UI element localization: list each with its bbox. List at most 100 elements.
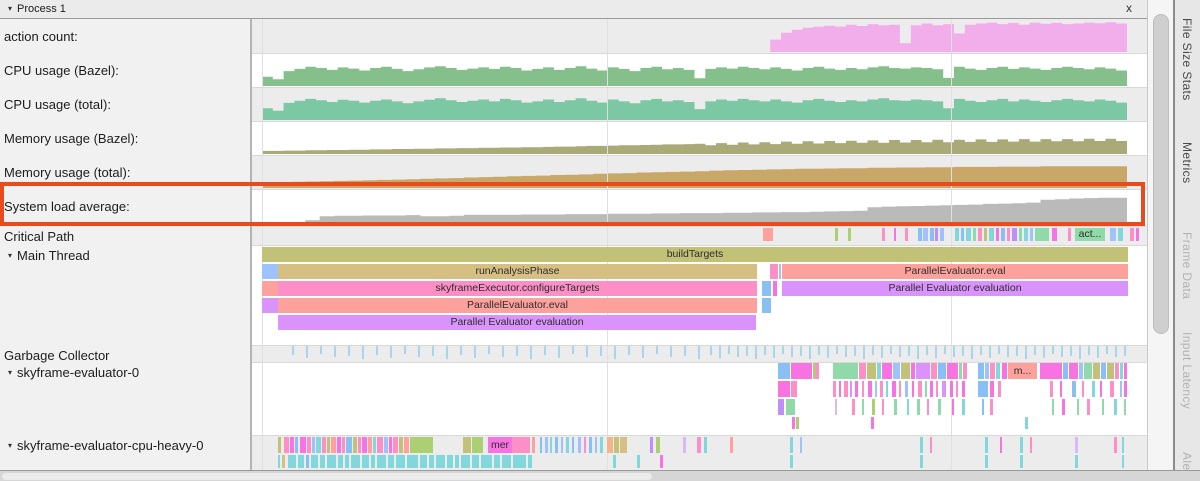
trace-slice[interactable]	[1052, 399, 1054, 415]
trace-slice[interactable]	[331, 437, 336, 453]
trace-slice[interactable]	[816, 363, 819, 379]
close-icon[interactable]: x	[1126, 1, 1132, 15]
trace-slice[interactable]	[566, 437, 569, 453]
trace-slice[interactable]	[1087, 399, 1090, 415]
trace-slice[interactable]	[447, 455, 453, 468]
trace-slice[interactable]	[978, 363, 984, 379]
trace-slice[interactable]	[429, 455, 434, 468]
gc-event-tick[interactable]	[827, 346, 829, 358]
trace-slice[interactable]	[730, 437, 733, 453]
gc-event-tick[interactable]	[881, 346, 883, 358]
gc-event-tick[interactable]	[628, 346, 630, 355]
trace-slice[interactable]	[835, 228, 838, 241]
trace-slice[interactable]	[358, 437, 361, 453]
trace-slice[interactable]	[377, 455, 386, 468]
gc-event-tick[interactable]	[586, 346, 588, 357]
trace-slice-labeled[interactable]: skyframeExecutor.configureTargets	[278, 281, 757, 296]
trace-slice[interactable]	[791, 363, 812, 379]
gc-event-tick[interactable]	[1097, 346, 1099, 358]
trace-slice[interactable]	[792, 417, 795, 429]
gc-event-tick[interactable]	[971, 346, 973, 359]
trace-slice[interactable]	[855, 381, 858, 397]
gc-event-tick[interactable]	[962, 346, 964, 356]
counter-chart-cpu-usage-bazel[interactable]	[262, 53, 1127, 86]
trace-slice-labeled[interactable]: buildTargets	[262, 247, 1128, 262]
trace-slice[interactable]	[791, 381, 797, 397]
timeline-area[interactable]: act... buildTargets runAnalysisPhase Parall…	[252, 0, 1147, 470]
trace-slice[interactable]	[389, 437, 392, 453]
trace-slice[interactable]	[1030, 437, 1032, 453]
trace-slice[interactable]	[1120, 363, 1123, 379]
counter-chart-cpu-usage-total[interactable]	[262, 87, 1127, 120]
trace-slice[interactable]	[990, 363, 995, 379]
gc-event-tick[interactable]	[306, 346, 308, 358]
trace-slice[interactable]	[1100, 381, 1102, 397]
trace-slice[interactable]	[930, 381, 933, 397]
trace-slice[interactable]	[778, 381, 790, 397]
trace-slice[interactable]	[786, 399, 795, 415]
trace-slice[interactable]	[920, 437, 923, 453]
gc-event-tick[interactable]	[348, 346, 350, 356]
trace-slice[interactable]	[656, 437, 660, 453]
gc-event-tick[interactable]	[899, 346, 901, 357]
trace-slice[interactable]	[311, 455, 318, 468]
trace-slice[interactable]	[436, 455, 445, 468]
trace-slice[interactable]	[959, 363, 962, 379]
trace-slice[interactable]	[833, 363, 858, 379]
trace-slice[interactable]	[407, 455, 418, 468]
trace-slice[interactable]	[989, 228, 994, 241]
trace-slice[interactable]	[1130, 228, 1134, 241]
trace-slice[interactable]	[1115, 363, 1119, 379]
trace-slice[interactable]	[1077, 399, 1079, 415]
gc-event-tick[interactable]	[710, 346, 712, 355]
trace-slice[interactable]	[1075, 455, 1078, 468]
trace-slice[interactable]	[472, 437, 483, 453]
vertical-scrollbar-thumb[interactable]	[1153, 14, 1169, 334]
trace-slice[interactable]	[905, 228, 908, 241]
trace-slice[interactable]	[916, 363, 930, 379]
trace-slice[interactable]	[905, 381, 908, 397]
trace-slice[interactable]	[966, 228, 971, 241]
trace-slice[interactable]	[1122, 455, 1124, 468]
trace-slice[interactable]	[882, 363, 892, 379]
trace-slice[interactable]	[368, 437, 372, 453]
trace-slice[interactable]	[1082, 381, 1084, 397]
gc-event-tick[interactable]	[404, 346, 406, 354]
trace-slice[interactable]	[882, 399, 884, 415]
trace-slice[interactable]	[935, 228, 938, 241]
trace-slice[interactable]	[867, 363, 876, 379]
trace-slice[interactable]	[282, 455, 285, 468]
gc-event-tick[interactable]	[432, 346, 434, 356]
gc-event-tick[interactable]	[684, 346, 686, 356]
trace-slice[interactable]	[835, 399, 837, 415]
trace-slice[interactable]	[540, 437, 542, 453]
trace-slice[interactable]	[512, 437, 530, 453]
trace-slice[interactable]	[778, 399, 784, 415]
trace-slice[interactable]	[377, 437, 383, 453]
trace-slice[interactable]	[770, 264, 778, 279]
trace-slice[interactable]	[779, 264, 781, 279]
trace-slice[interactable]	[262, 298, 278, 313]
gc-event-tick[interactable]	[854, 346, 856, 356]
trace-slice-labeled[interactable]: Parallel Evaluator evaluation	[782, 281, 1128, 296]
trace-slice[interactable]	[800, 437, 802, 453]
trace-slice[interactable]	[373, 437, 376, 453]
gc-event-tick[interactable]	[782, 346, 784, 354]
trace-slice[interactable]	[312, 437, 315, 453]
trace-slice[interactable]	[346, 437, 352, 453]
trace-slice[interactable]	[917, 399, 920, 415]
expand-arrow-icon[interactable]	[8, 369, 12, 377]
gc-event-tick[interactable]	[544, 346, 546, 355]
trace-slice[interactable]	[882, 228, 885, 241]
track-header-skyframe-evaluator-0[interactable]: skyframe-evaluator-0	[8, 365, 139, 380]
gc-event-tick[interactable]	[320, 346, 322, 354]
trace-slice[interactable]	[963, 363, 967, 379]
gc-event-tick[interactable]	[572, 346, 574, 354]
gc-event-tick[interactable]	[998, 346, 1000, 354]
trace-slice[interactable]	[893, 363, 900, 379]
trace-slice[interactable]	[1079, 363, 1083, 379]
trace-slice-labeled[interactable]: mer	[488, 437, 512, 453]
gc-event-tick[interactable]	[1061, 346, 1063, 357]
trace-slice[interactable]	[338, 455, 343, 468]
trace-slice[interactable]	[978, 228, 982, 241]
